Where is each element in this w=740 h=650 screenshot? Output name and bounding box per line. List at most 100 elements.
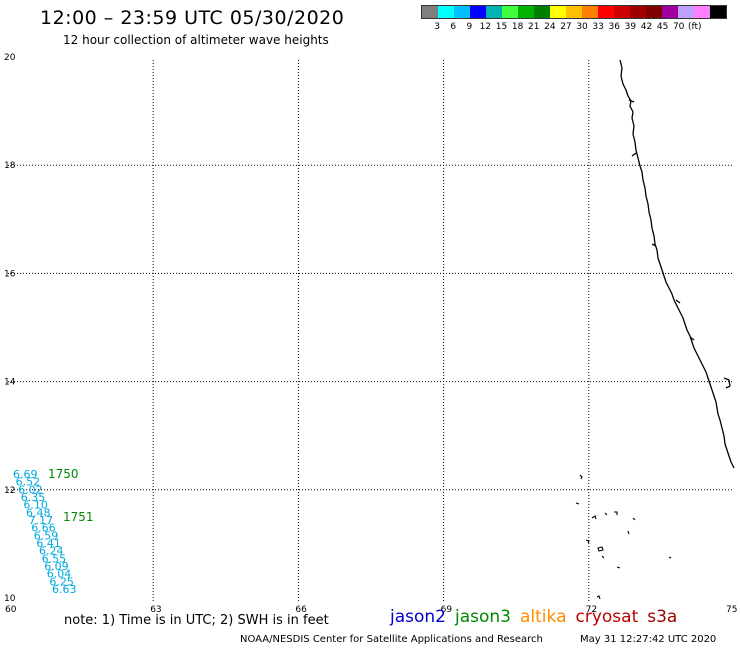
- wave-height-label: 6.10: [23, 499, 48, 512]
- satellite-label-jason2: jason2: [390, 607, 446, 627]
- wave-height-label: 6.35: [21, 491, 46, 504]
- legend-label: 27: [560, 22, 572, 32]
- satellite-legend: jason2 jason3 altika cryosat s3a: [390, 607, 686, 627]
- legend-swatch: [550, 6, 566, 18]
- legend-swatch: [614, 6, 630, 18]
- wave-height-label: 6.48: [26, 506, 51, 519]
- footer-source: NOAA/NESDIS Center for Satellite Applica…: [240, 634, 543, 645]
- island: [596, 595, 601, 600]
- coastline-inlet: [628, 99, 731, 389]
- legend-labels: 3 6 9 12 15 18 21 24 27 30 33 36 39 42 45 70 (ft): [421, 22, 727, 34]
- wave-height-label: 6.02: [18, 483, 43, 496]
- x-tick-label: 66: [295, 605, 307, 615]
- legend-swatch: [518, 6, 534, 18]
- y-tick-label: 12: [4, 486, 15, 496]
- wave-height-label: 6.69: [13, 468, 38, 481]
- island: [632, 517, 636, 521]
- legend-label: 33: [592, 22, 604, 32]
- satellite-label-s3a: s3a: [647, 607, 678, 627]
- wave-height-label: 6.63: [52, 583, 77, 596]
- legend-swatch: [582, 6, 598, 18]
- legend-label: 30: [576, 22, 588, 32]
- legend-label: 36: [608, 22, 620, 32]
- legend-swatch: [438, 6, 454, 18]
- island: [627, 530, 630, 535]
- legend-label: 42: [640, 22, 653, 32]
- legend-swatch: [470, 6, 486, 18]
- legend-swatches: [421, 5, 727, 19]
- legend-label: 12: [479, 22, 492, 32]
- legend-label: 70: [672, 22, 685, 32]
- legend-label: 9: [466, 22, 473, 32]
- x-tick-label: 72: [586, 605, 597, 615]
- page-subtitle: 12 hour collection of altimeter wave hei…: [63, 33, 329, 47]
- map-frame: [8, 60, 734, 601]
- wave-height-label: 6.04: [47, 568, 72, 581]
- legend-label: 24: [544, 22, 556, 32]
- y-tick-label: 18: [4, 161, 16, 171]
- wave-height-label: 6.25: [49, 575, 74, 588]
- legend-label: 15: [495, 22, 508, 32]
- legend-swatch: [694, 6, 710, 18]
- island: [579, 474, 583, 480]
- legend-label: 21: [528, 22, 540, 32]
- map-tick-labels: 60 63 66 69 72 75 20 18 16 14 12 10: [4, 53, 737, 615]
- wave-height-label: 6.55: [42, 552, 67, 565]
- color-legend: 3 6 9 12 15 18 21 24 27 30 33 36 39 42 45 70 (ft): [421, 5, 727, 35]
- islands: [575, 474, 672, 600]
- legend-swatch: [534, 6, 550, 18]
- satellite-label-altika: altika: [520, 607, 567, 627]
- legend-swatch: [710, 6, 726, 18]
- footer-timestamp: May 31 12:27:42 UTC 2020: [580, 634, 717, 645]
- note-text: note: 1) Time is in UTC; 2) SWH is in fe…: [64, 613, 329, 628]
- legend-label: (ft): [688, 22, 702, 32]
- wave-height-label: 6.66: [31, 522, 56, 535]
- x-tick-label: 60: [5, 605, 17, 615]
- legend-swatch: [454, 6, 470, 18]
- wave-height-label: 6.52: [16, 476, 40, 489]
- track-labels: 6.696.526.026.356.106.487.176.666.596.41…: [13, 467, 94, 596]
- wave-height-label: 6.24: [39, 545, 64, 558]
- island: [597, 546, 604, 552]
- y-tick-label: 10: [4, 594, 16, 604]
- wave-height-label: 7.17: [29, 514, 53, 527]
- island: [575, 502, 580, 505]
- legend-label: 45: [656, 22, 669, 32]
- satellite-label-jason3: jason3: [455, 607, 511, 627]
- legend-swatch: [422, 6, 438, 18]
- legend-swatch: [678, 6, 694, 18]
- island: [668, 556, 672, 559]
- time-label: 1750: [48, 467, 79, 481]
- legend-swatch: [566, 6, 582, 18]
- page-title: 12:00 – 23:59 UTC 05/30/2020: [40, 7, 345, 29]
- x-tick-label: 69: [441, 605, 453, 615]
- y-tick-label: 16: [4, 269, 16, 279]
- island: [604, 512, 608, 516]
- island: [585, 539, 590, 544]
- island: [601, 555, 605, 559]
- legend-label: 18: [511, 22, 524, 32]
- legend-label: 39: [624, 22, 637, 32]
- wave-height-label: 6.09: [44, 560, 68, 573]
- legend-swatch: [662, 6, 678, 18]
- legend-swatch: [598, 6, 614, 18]
- legend-label: 6: [450, 22, 457, 32]
- legend-label: 3: [434, 22, 440, 32]
- y-tick-label: 14: [4, 378, 16, 388]
- coastline: [619, 59, 735, 469]
- time-label: 1751: [63, 510, 94, 524]
- legend-swatch: [486, 6, 502, 18]
- map-grid: [8, 60, 734, 601]
- wave-height-label: 6.41: [36, 537, 61, 550]
- island: [616, 566, 621, 569]
- legend-swatch: [630, 6, 646, 18]
- legend-swatch: [502, 6, 518, 18]
- island: [614, 511, 618, 515]
- wave-height-label: 6.59: [34, 529, 59, 542]
- satellite-label-cryosat: cryosat: [575, 607, 639, 627]
- x-tick-label: 63: [150, 605, 161, 615]
- x-tick-label: 75: [726, 605, 737, 615]
- island: [591, 515, 597, 520]
- y-tick-label: 20: [4, 53, 16, 63]
